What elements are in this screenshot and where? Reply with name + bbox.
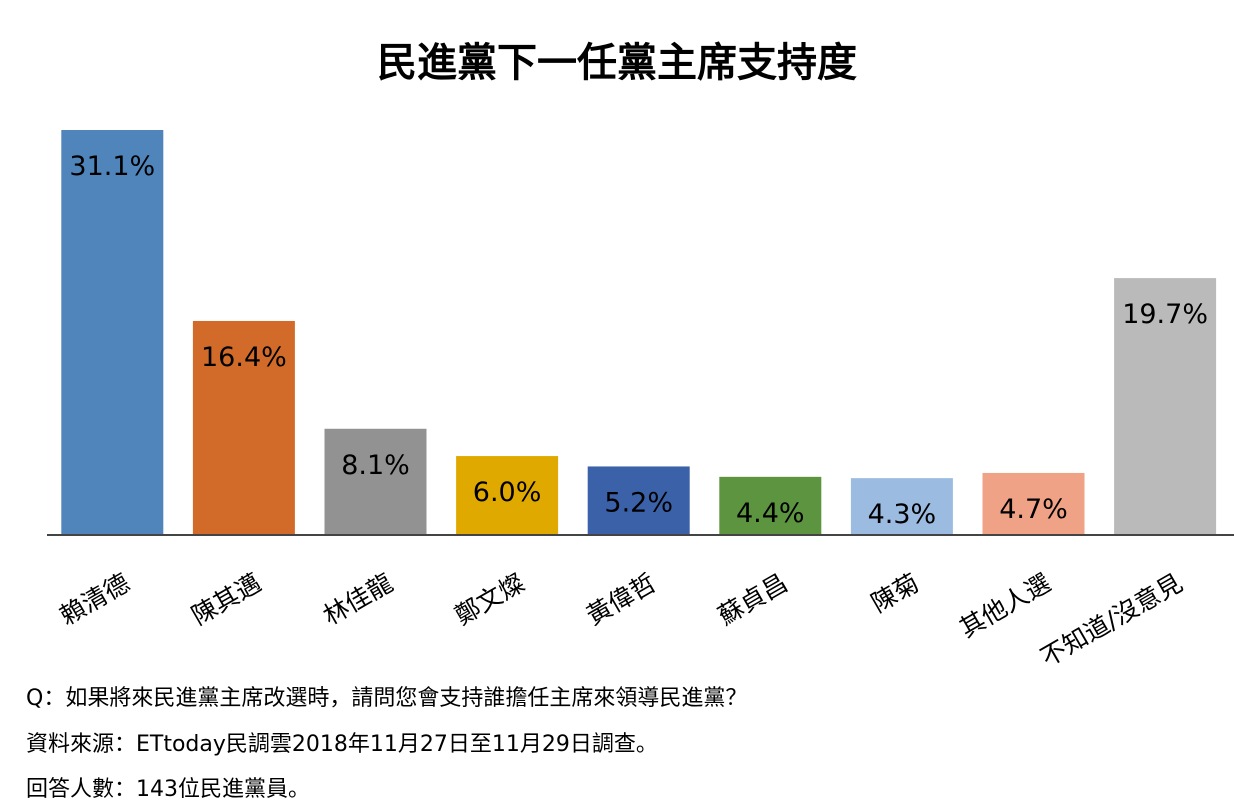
bar-3: [456, 456, 559, 534]
x-tick-label-5: 蘇貞昌: [713, 568, 792, 631]
bar-4: [587, 466, 690, 534]
x-tick-label-4: 黃偉哲: [581, 568, 660, 631]
bar-7: [982, 472, 1085, 534]
data-label-8: 19.7%: [1122, 299, 1208, 330]
bar-5: [719, 476, 822, 534]
data-label-0: 31.1%: [69, 151, 155, 182]
x-tick-label-8: 不知道/沒意見: [1036, 568, 1188, 672]
data-label-3: 6.0%: [473, 477, 542, 508]
x-tick-label-7: 其他人選: [955, 568, 1056, 643]
data-label-5: 4.4%: [736, 498, 805, 529]
data-label-2: 8.1%: [341, 450, 410, 481]
x-tick-label-2: 林佳龍: [318, 568, 397, 631]
respondents-note: 回答人數：143位民進黨員。: [26, 777, 310, 802]
x-tick-label-0: 賴清德: [55, 568, 134, 631]
bar-1: [192, 320, 295, 534]
data-label-1: 16.4%: [201, 342, 287, 373]
bar-8: [1114, 278, 1217, 534]
data-label-7: 4.7%: [999, 494, 1068, 525]
x-tick-label-3: 鄭文燦: [450, 568, 529, 631]
bar-2: [324, 428, 427, 534]
source-note: 資料來源：ETtoday民調雲2018年11月27日至11月29日調查。: [26, 732, 658, 757]
chart-title: 民進黨下一任黨主席支持度: [377, 40, 857, 86]
data-label-6: 4.3%: [868, 499, 937, 530]
x-tick-label-1: 陳其邁: [187, 568, 266, 631]
x-tick-label-6: 陳菊: [866, 568, 924, 618]
data-label-4: 5.2%: [604, 487, 673, 518]
bar-6: [850, 478, 953, 534]
bar-0: [61, 130, 164, 534]
question-note: Q：如果將來民進黨主席改選時，請問您會支持誰擔任主席來領導民進黨？: [26, 686, 748, 711]
bar-chart: 31.1% 賴清德 16.4% 陳其邁 8.1% 林佳龍 6.0% 鄭文燦 5.2% 黃偉哲 4.4…: [47, 130, 1234, 672]
